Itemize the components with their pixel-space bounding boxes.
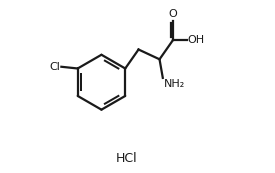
Text: OH: OH [187, 35, 204, 45]
Text: NH₂: NH₂ [164, 79, 185, 89]
Text: Cl: Cl [50, 62, 61, 72]
Text: O: O [169, 9, 177, 19]
Text: HCl: HCl [116, 152, 137, 165]
